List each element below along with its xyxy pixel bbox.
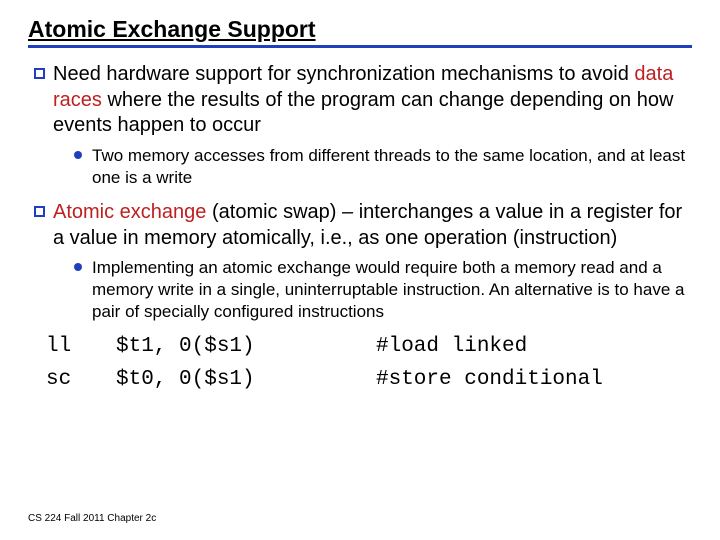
slide: { "colors": { "title_text": "#000000", "… <box>0 0 720 540</box>
dot-bullet-icon <box>74 151 82 159</box>
bullet-text: Need hardware support for synchronizatio… <box>53 62 692 139</box>
title-underline-rule: Atomic Exchange Support <box>28 16 692 48</box>
bullet-text: Atomic exchange (atomic swap) – intercha… <box>53 200 692 251</box>
bullet-level1: Need hardware support for synchronizatio… <box>34 62 692 139</box>
code-block: ll $t1, 0($s1) #load linked sc $t0, 0($s… <box>46 335 692 391</box>
bullet-level1: Atomic exchange (atomic swap) – intercha… <box>34 200 692 251</box>
text-pre: Need hardware support for synchronizatio… <box>53 63 634 85</box>
code-operands: $t0, 0($s1) <box>116 368 376 391</box>
code-row: ll $t1, 0($s1) #load linked <box>46 335 692 358</box>
code-row: sc $t0, 0($s1) #store conditional <box>46 368 692 391</box>
bullet-level2: Two memory accesses from different threa… <box>74 145 692 189</box>
subbullet-text: Two memory accesses from different threa… <box>92 145 692 189</box>
bullet-level2: Implementing an atomic exchange would re… <box>74 257 692 322</box>
slide-title: Atomic Exchange Support <box>28 16 692 43</box>
square-bullet-icon <box>34 206 45 217</box>
code-operands: $t1, 0($s1) <box>116 335 376 358</box>
slide-body: Need hardware support for synchronizatio… <box>28 62 692 391</box>
text-post: where the results of the program can cha… <box>53 89 673 137</box>
code-comment: #load linked <box>376 335 527 358</box>
slide-footer: CS 224 Fall 2011 Chapter 2c <box>28 513 156 524</box>
dot-bullet-icon <box>74 263 82 271</box>
code-mnemonic: ll <box>46 335 116 358</box>
code-mnemonic: sc <box>46 368 116 391</box>
square-bullet-icon <box>34 68 45 79</box>
text-highlight: Atomic exchange <box>53 201 206 223</box>
subbullet-text: Implementing an atomic exchange would re… <box>92 257 692 322</box>
code-comment: #store conditional <box>376 368 603 391</box>
